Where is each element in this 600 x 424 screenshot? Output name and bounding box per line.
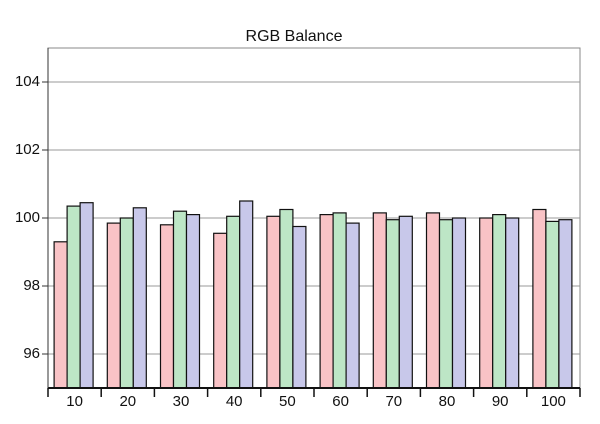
bar bbox=[79, 202, 94, 389]
x-tick-label: 70 bbox=[385, 393, 402, 410]
bar bbox=[332, 212, 347, 389]
x-tick-label: 50 bbox=[279, 393, 296, 410]
y-tick-label: 96 bbox=[23, 345, 40, 362]
x-tick-label: 40 bbox=[226, 393, 243, 410]
bar bbox=[319, 214, 334, 389]
bar bbox=[505, 217, 520, 389]
bar bbox=[558, 219, 573, 389]
bar bbox=[66, 205, 81, 389]
bar bbox=[172, 210, 188, 389]
x-tick-label: 90 bbox=[492, 393, 509, 410]
bar bbox=[545, 220, 560, 389]
bar bbox=[266, 215, 281, 389]
bar bbox=[106, 222, 121, 389]
bar bbox=[385, 219, 400, 389]
bar bbox=[398, 215, 413, 389]
bar bbox=[119, 217, 134, 389]
bar bbox=[279, 208, 294, 389]
y-tick-label: 100 bbox=[15, 209, 40, 226]
bar bbox=[372, 212, 387, 389]
bar bbox=[451, 217, 467, 389]
y-tick-label: 102 bbox=[15, 141, 40, 158]
bar bbox=[159, 224, 175, 389]
bar bbox=[53, 241, 68, 389]
bar bbox=[239, 200, 254, 389]
bar bbox=[292, 225, 307, 389]
bar bbox=[226, 215, 241, 389]
x-tick-label: 10 bbox=[66, 393, 83, 410]
bar bbox=[132, 207, 147, 389]
bar bbox=[532, 208, 547, 389]
x-tick-label: 80 bbox=[439, 393, 456, 410]
chart-title: RGB Balance bbox=[246, 28, 343, 45]
bar bbox=[492, 214, 507, 389]
x-tick-label: 20 bbox=[119, 393, 136, 410]
bar bbox=[425, 212, 441, 389]
bar bbox=[185, 214, 201, 389]
y-tick-label: 98 bbox=[23, 277, 40, 294]
x-tick-label: 30 bbox=[173, 393, 190, 410]
y-tick-label: 104 bbox=[15, 73, 40, 90]
bar bbox=[479, 217, 494, 389]
x-tick-label: 100 bbox=[541, 393, 566, 410]
bar bbox=[438, 219, 454, 389]
bar bbox=[213, 232, 228, 389]
x-tick-label: 60 bbox=[332, 393, 349, 410]
bar bbox=[345, 222, 360, 389]
